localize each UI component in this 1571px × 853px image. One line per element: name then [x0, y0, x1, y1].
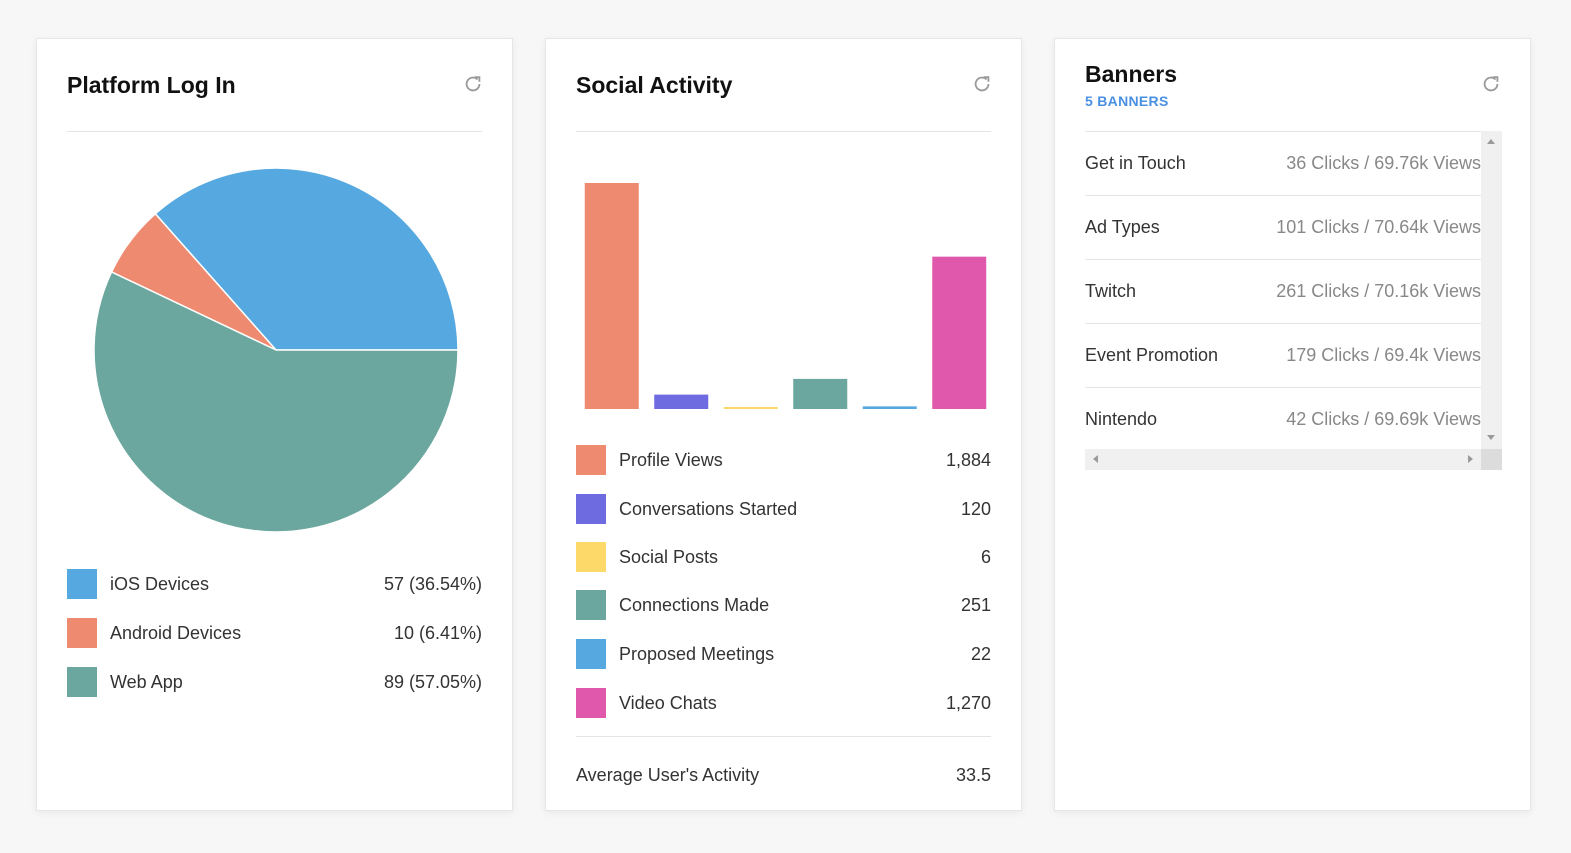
card-title: Platform Log In — [67, 72, 236, 98]
refresh-icon[interactable] — [462, 73, 484, 95]
legend-swatch — [576, 542, 606, 572]
legend-value: 10 (6.41%) — [393, 623, 482, 643]
banner-name: Ad Types — [1085, 217, 1160, 237]
legend-value: 22 — [970, 644, 991, 664]
legend-label: Connections Made — [619, 595, 770, 615]
list-item[interactable]: Event Promotion 179 Clicks / 69.4k Views — [1085, 324, 1481, 388]
bar-proposed-meetings — [862, 406, 917, 409]
legend-swatch — [576, 590, 606, 620]
banner-stats: 179 Clicks / 69.4k Views — [1286, 345, 1481, 365]
divider — [67, 131, 482, 132]
divider — [576, 131, 991, 132]
legend-item-profile-views: Profile Views 1,884 — [576, 445, 991, 475]
legend-swatch — [67, 618, 97, 648]
legend-value: 251 — [960, 595, 991, 615]
platform-login-card: Platform Log In iOS Devices 57 (36.54%) … — [36, 38, 513, 811]
legend-swatch — [67, 667, 97, 697]
legend-item-android: Android Devices 10 (6.41%) — [67, 618, 482, 648]
banner-stats: 261 Clicks / 70.16k Views — [1276, 281, 1481, 301]
legend-label: Social Posts — [619, 547, 719, 567]
legend-value: 120 — [960, 499, 991, 519]
legend-swatch — [576, 445, 606, 475]
bar-profile-views — [584, 183, 639, 409]
legend-swatch — [576, 639, 606, 669]
legend-label: Video Chats — [619, 693, 717, 713]
legend-swatch — [576, 688, 606, 718]
banner-name: Nintendo — [1085, 409, 1158, 429]
banner-name: Event Promotion — [1085, 345, 1219, 365]
banner-name: Get in Touch — [1085, 153, 1186, 173]
scroll-right-icon[interactable] — [1468, 455, 1473, 463]
social-activity-card: Social Activity Profile Views 1,884 Conv… — [545, 38, 1022, 811]
banner-stats: 42 Clicks / 69.69k Views — [1286, 409, 1481, 429]
list-item[interactable]: Get in Touch 36 Clicks / 69.76k Views — [1085, 132, 1481, 196]
legend-item-ios: iOS Devices 57 (36.54%) — [67, 569, 482, 599]
legend-swatch — [576, 494, 606, 524]
banners-card: Banners 5 BANNERS Get in Touch 36 Clicks… — [1054, 38, 1531, 811]
divider — [576, 736, 991, 737]
legend-item-video-chats: Video Chats 1,270 — [576, 688, 991, 718]
legend-swatch — [67, 569, 97, 599]
legend-label: Profile Views — [619, 450, 723, 470]
legend-item-social-posts: Social Posts 6 — [576, 542, 991, 572]
banner-stats: 36 Clicks / 69.76k Views — [1286, 153, 1481, 173]
legend-label: Android Devices — [110, 623, 242, 643]
scrollbar-corner — [1481, 449, 1502, 470]
legend-item-web-app: Web App 89 (57.05%) — [67, 667, 482, 697]
pie-slice-ios-devices — [154, 167, 459, 351]
legend-value: 1,270 — [945, 693, 991, 713]
legend-item-conversations-started: Conversations Started 120 — [576, 494, 991, 524]
scroll-left-icon[interactable] — [1093, 455, 1098, 463]
legend-item-connections-made: Connections Made 251 — [576, 590, 991, 620]
legend-item-proposed-meetings: Proposed Meetings 22 — [576, 639, 991, 669]
platform-pie-chart — [93, 167, 459, 533]
legend-label: Conversations Started — [619, 499, 798, 519]
list-item[interactable]: Twitch 261 Clicks / 70.16k Views — [1085, 260, 1481, 324]
card-title: Social Activity — [576, 72, 733, 98]
legend-label: Web App — [110, 672, 183, 692]
banner-rows: Get in Touch 36 Clicks / 69.76k Views Ad… — [1085, 131, 1481, 450]
refresh-icon[interactable] — [1480, 73, 1502, 95]
horizontal-scrollbar[interactable] — [1085, 449, 1481, 470]
legend-label: Proposed Meetings — [619, 644, 775, 664]
social-bar-chart — [584, 183, 987, 409]
refresh-icon[interactable] — [971, 73, 993, 95]
banner-list[interactable]: Get in Touch 36 Clicks / 69.76k Views Ad… — [1085, 131, 1502, 471]
banner-stats: 101 Clicks / 70.64k Views — [1276, 217, 1481, 237]
bar-social-posts — [723, 407, 778, 409]
vertical-scrollbar[interactable] — [1481, 131, 1502, 449]
bar-connections-made — [793, 378, 848, 409]
pie-slice-web-app — [93, 270, 459, 533]
card-title: Banners — [1085, 61, 1178, 87]
bar-conversations-started — [654, 394, 709, 409]
average-activity-value: 33.5 — [955, 765, 991, 785]
bar-video-chats — [932, 256, 987, 409]
list-item[interactable]: Nintendo 42 Clicks / 69.69k Views — [1085, 388, 1481, 450]
legend-label: iOS Devices — [110, 574, 210, 594]
banner-name: Twitch — [1085, 281, 1137, 301]
banner-count: 5 BANNERS — [1085, 93, 1169, 109]
legend-value: 6 — [980, 547, 991, 567]
average-activity-label: Average User's Activity — [576, 765, 760, 785]
scroll-down-icon[interactable] — [1487, 435, 1495, 440]
legend-value: 89 (57.05%) — [383, 672, 482, 692]
legend-value: 57 (36.54%) — [383, 574, 482, 594]
list-item[interactable]: Ad Types 101 Clicks / 70.64k Views — [1085, 196, 1481, 260]
scroll-up-icon[interactable] — [1487, 139, 1495, 144]
legend-value: 1,884 — [945, 450, 991, 470]
